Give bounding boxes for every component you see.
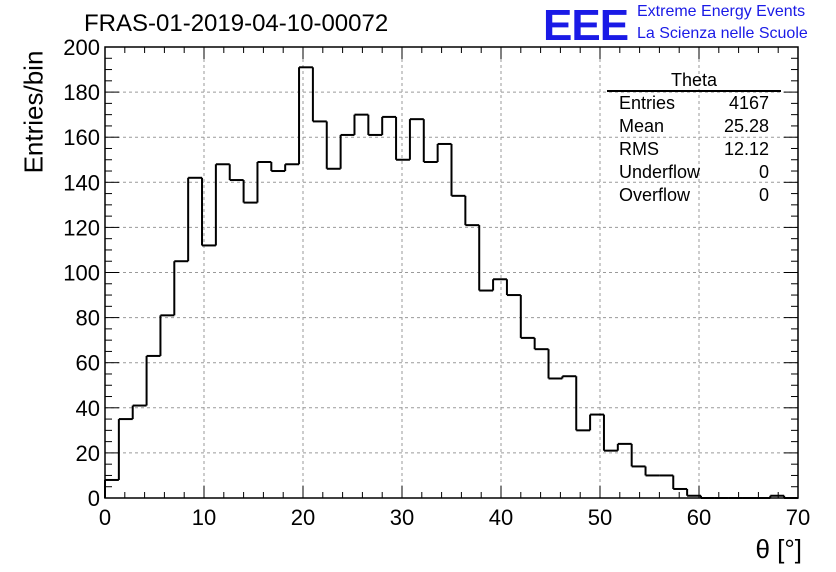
logo-line-2: La Scienza nelle Scuole — [637, 25, 808, 42]
stats-row-underflow: Underflow 0 — [611, 161, 777, 184]
histogram-bin — [408, 118, 424, 160]
x-tick-label: 50 — [588, 505, 612, 530]
histogram-bin — [450, 143, 466, 197]
stats-label: RMS — [619, 139, 659, 159]
y-tick-label: 0 — [88, 486, 100, 511]
x-tick-label: 40 — [489, 505, 513, 530]
y-tick-label: 80 — [76, 306, 100, 331]
y-tick-label: 60 — [76, 351, 100, 376]
stats-box: Theta Entries 4167 Mean 25.28 RMS 12.12 … — [607, 70, 781, 207]
eee-logo: EEE — [543, 1, 629, 50]
histogram-bin — [381, 115, 397, 135]
grid-lines — [105, 47, 798, 498]
histogram-bin — [104, 478, 119, 498]
y-tick-label: 180 — [63, 80, 100, 105]
stats-label: Entries — [619, 93, 676, 113]
x-tick-label: 70 — [786, 505, 810, 530]
histogram-bin — [284, 163, 300, 172]
y-axis-label: Entries/bin — [18, 50, 49, 174]
histogram-bin — [353, 113, 369, 135]
histogram-bin — [533, 337, 549, 351]
axis-ticks — [104, 46, 799, 499]
stats-title: Theta — [607, 70, 781, 92]
stats-row-mean: Mean 25.28 — [611, 115, 777, 138]
histogram-bin — [117, 418, 133, 480]
x-tick-label: 10 — [192, 505, 216, 530]
y-tick-label: 140 — [63, 170, 100, 195]
x-tick-label: 60 — [687, 505, 711, 530]
histogram-bin — [325, 121, 341, 170]
logo-line-1: Extreme Energy Events — [637, 3, 806, 20]
histogram-bin — [672, 475, 688, 490]
histogram-bin — [478, 225, 494, 292]
histogram-bin — [464, 195, 480, 227]
histogram-bins — [104, 66, 798, 499]
x-tick-label: 20 — [291, 505, 315, 530]
y-tick-label: 200 — [63, 35, 100, 60]
histogram-bin — [547, 349, 563, 380]
histogram-bin — [644, 466, 660, 477]
stats-row-rms: RMS 12.12 — [611, 138, 777, 161]
histogram-bin — [173, 260, 189, 316]
histogram-bin — [256, 161, 272, 203]
histogram-bin — [561, 375, 577, 379]
y-tick-label: 120 — [63, 215, 100, 240]
histogram-bin — [519, 295, 535, 339]
histogram-bin — [187, 176, 203, 262]
stats-value: 0 — [758, 162, 769, 182]
histogram-bin — [602, 414, 618, 452]
histogram-bin — [201, 177, 216, 247]
histogram-bin — [145, 354, 161, 406]
stats-value: 25.28 — [723, 116, 769, 136]
run-title: FRAS-01-2019-04-10-00072 — [84, 10, 389, 37]
histogram-bin — [575, 376, 591, 432]
histogram-bin — [159, 314, 175, 356]
histogram-bin — [630, 443, 646, 468]
histogram-bin — [270, 162, 286, 173]
stats-row-entries: Entries 4167 — [611, 92, 777, 115]
histogram-bin — [242, 180, 258, 204]
stats-value: 0 — [758, 185, 769, 205]
stats-label: Underflow — [619, 162, 701, 182]
x-axis-label: θ [°] — [755, 534, 802, 564]
y-tick-label: 100 — [63, 261, 100, 286]
histogram-bin — [214, 163, 230, 246]
x-tick-label: 30 — [390, 505, 414, 530]
y-tick-label: 160 — [63, 125, 100, 150]
stats-row-overflow: Overflow 0 — [611, 184, 777, 207]
histogram-bin — [339, 133, 355, 169]
histogram-bin — [395, 116, 410, 161]
histogram-bin — [298, 66, 313, 165]
histogram-bin — [311, 67, 327, 123]
histogram-bin — [589, 413, 604, 431]
y-tick-label: 40 — [76, 396, 100, 421]
axis-tick-labels: 0 10 20 30 40 50 60 70 0 20 40 60 80 100 120 140 160 180 2… — [63, 35, 810, 530]
stats-label: Overflow — [619, 185, 691, 205]
histogram-bin — [228, 164, 244, 182]
y-tick-label: 20 — [76, 441, 100, 466]
histogram-bin — [422, 119, 438, 164]
stats-value: 12.12 — [723, 139, 769, 159]
histogram-bin — [436, 142, 452, 163]
x-tick-label: 0 — [99, 505, 111, 530]
stats-label: Mean — [619, 116, 665, 136]
histogram-bin — [492, 278, 507, 291]
histogram-bin — [505, 279, 521, 297]
stats-value: 4167 — [728, 93, 769, 113]
histogram-bin — [367, 114, 383, 136]
histogram-bin — [616, 442, 632, 451]
histogram-bin — [131, 404, 147, 420]
